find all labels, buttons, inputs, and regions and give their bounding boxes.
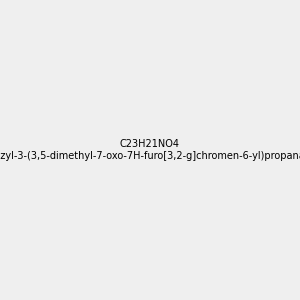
Text: C23H21NO4
N-benzyl-3-(3,5-dimethyl-7-oxo-7H-furo[3,2-g]chromen-6-yl)propanamide: C23H21NO4 N-benzyl-3-(3,5-dimethyl-7-oxo… — [0, 139, 300, 161]
